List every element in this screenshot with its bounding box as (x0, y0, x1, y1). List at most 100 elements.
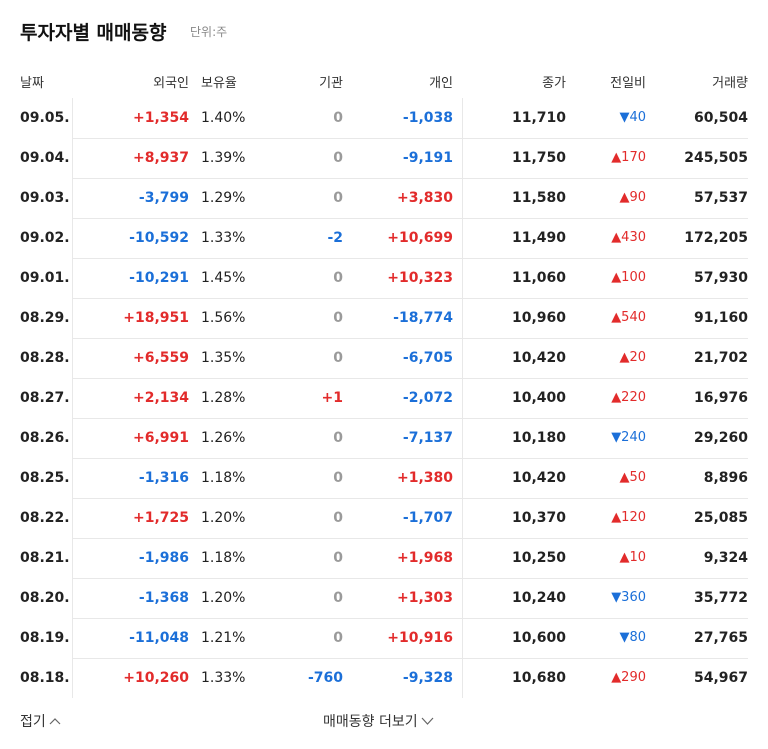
column-header: 거래량 (712, 76, 748, 91)
date-cell: 08.25. (20, 470, 70, 486)
change-cell: ▼360 (611, 590, 646, 605)
foreign-cell: +6,559 (132, 350, 189, 366)
holding-ratio-cell: 1.45% (201, 270, 246, 286)
individual-cell: -1,038 (402, 110, 453, 126)
holding-ratio-cell: 1.18% (201, 550, 246, 566)
volume-cell: 60,504 (693, 110, 748, 126)
holding-ratio-cell: 1.28% (201, 390, 246, 406)
institution-cell: 0 (333, 630, 343, 646)
change-cell: ▲290 (611, 670, 646, 685)
individual-cell: -9,191 (402, 150, 453, 166)
column-header: 날짜 (20, 76, 44, 91)
date-cell: 08.28. (20, 350, 70, 366)
close-cell: 10,370 (511, 510, 566, 526)
close-cell: 10,960 (511, 310, 566, 326)
row-divider (72, 178, 748, 179)
close-cell: 11,710 (511, 110, 566, 126)
row-divider (72, 538, 748, 539)
holding-ratio-cell: 1.40% (201, 110, 246, 126)
holding-ratio-cell: 1.33% (201, 670, 246, 686)
holding-ratio-cell: 1.20% (201, 590, 246, 606)
chevron-up (49, 718, 61, 725)
volume-cell: 35,772 (693, 590, 748, 606)
close-cell: 10,250 (511, 550, 566, 566)
row-divider (72, 498, 748, 499)
change-cell: ▼80 (619, 630, 646, 645)
close-cell: 11,060 (511, 270, 566, 286)
individual-cell: +1,380 (396, 470, 453, 486)
change-cell: ▼240 (611, 430, 646, 445)
date-cell: 09.04. (20, 150, 70, 166)
foreign-cell: -1,368 (138, 590, 189, 606)
row-divider (72, 618, 748, 619)
individual-cell: +10,916 (387, 630, 453, 646)
date-cell: 08.27. (20, 390, 70, 406)
holding-ratio-cell: 1.21% (201, 630, 246, 646)
row-divider (72, 578, 748, 579)
change-cell: ▲90 (619, 190, 646, 205)
foreign-cell: -10,291 (129, 270, 189, 286)
holding-ratio-cell: 1.56% (201, 310, 246, 326)
individual-cell: -9,328 (402, 670, 453, 686)
close-cell: 10,420 (511, 470, 566, 486)
close-cell: 10,180 (511, 430, 566, 446)
change-cell: ▲120 (611, 510, 646, 525)
individual-cell: -2,072 (402, 390, 453, 406)
individual-cell: -1,707 (402, 510, 453, 526)
date-cell: 09.05. (20, 110, 70, 126)
foreign-cell: -1,316 (138, 470, 189, 486)
column-divider (462, 98, 463, 698)
volume-cell: 8,896 (703, 470, 748, 486)
volume-cell: 172,205 (684, 230, 748, 246)
change-cell: ▲10 (619, 550, 646, 565)
individual-cell: +10,699 (387, 230, 453, 246)
foreign-cell: -11,048 (129, 630, 189, 646)
foreign-cell: -10,592 (129, 230, 189, 246)
close-cell: 10,400 (511, 390, 566, 406)
volume-cell: 25,085 (693, 510, 748, 526)
column-header: 종가 (542, 76, 566, 91)
change-cell: ▲170 (611, 150, 646, 165)
institution-cell: -2 (327, 230, 343, 246)
column-header: 개인 (429, 76, 453, 91)
foreign-cell: +6,991 (132, 430, 189, 446)
date-cell: 09.01. (20, 270, 70, 286)
chevron-down (421, 717, 434, 725)
institution-cell: 0 (333, 350, 343, 366)
close-cell: 10,600 (511, 630, 566, 646)
foreign-cell: +18,951 (123, 310, 189, 326)
collapse-button[interactable]: 접기 (20, 711, 61, 731)
holding-ratio-cell: 1.29% (201, 190, 246, 206)
column-header: 보유율 (201, 76, 237, 91)
column-header: 외국인 (153, 76, 189, 91)
volume-cell: 9,324 (703, 550, 748, 566)
foreign-cell: +8,937 (132, 150, 189, 166)
column-header: 전일비 (610, 76, 646, 91)
holding-ratio-cell: 1.35% (201, 350, 246, 366)
volume-cell: 16,976 (693, 390, 748, 406)
institution-cell: 0 (333, 150, 343, 166)
unit: 단위:주 (190, 25, 228, 39)
row-divider (72, 258, 748, 259)
individual-cell: +3,830 (396, 190, 453, 206)
institution-cell: 0 (333, 310, 343, 326)
close-cell: 10,680 (511, 670, 566, 686)
volume-cell: 245,505 (684, 150, 748, 166)
more-button[interactable]: 매매동향 더보기 (323, 711, 434, 731)
date-cell: 09.03. (20, 190, 70, 206)
column-header: 기관 (319, 76, 343, 91)
individual-cell: +1,303 (396, 590, 453, 606)
volume-cell: 29,260 (693, 430, 748, 446)
holding-ratio-cell: 1.18% (201, 470, 246, 486)
institution-cell: 0 (333, 190, 343, 206)
date-cell: 08.22. (20, 510, 70, 526)
row-divider (72, 298, 748, 299)
institution-cell: 0 (333, 430, 343, 446)
individual-cell: +10,323 (387, 270, 453, 286)
individual-cell: +1,968 (396, 550, 453, 566)
foreign-cell: +10,260 (123, 670, 189, 686)
date-cell: 08.29. (20, 310, 70, 326)
holding-ratio-cell: 1.20% (201, 510, 246, 526)
close-cell: 10,420 (511, 350, 566, 366)
